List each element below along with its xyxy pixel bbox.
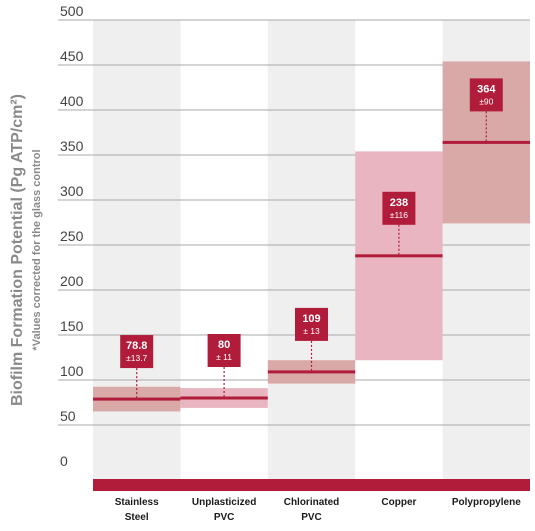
value-label: 78.8	[126, 340, 147, 352]
value-marks: 78.8±13.7 80± 11 109± 13 238±116 364±90	[93, 78, 530, 401]
baseline-bar	[93, 479, 530, 491]
x-category-label-line2: PVC	[214, 512, 235, 523]
y-tick-label: 300	[60, 183, 84, 199]
value-label: 109	[302, 313, 320, 325]
y-tick-label: 150	[60, 318, 84, 334]
value-label: 364	[477, 83, 496, 95]
y-tick-label: 200	[60, 273, 84, 289]
y-tick-label: 350	[60, 138, 84, 154]
x-category-label: Polypropylene	[452, 497, 521, 508]
value-line	[93, 397, 181, 401]
x-category-label-line2: Steel	[125, 512, 149, 523]
value-label-box	[207, 334, 241, 367]
value-label-box	[295, 307, 328, 341]
y-tick-label: 0	[60, 453, 68, 469]
column-bg	[267, 20, 356, 490]
y-axis-note: *Values corrected for the glass control	[31, 149, 43, 350]
value-label: 80	[218, 339, 230, 351]
value-label-box	[120, 335, 154, 369]
gridlines	[58, 19, 530, 426]
x-category-label-line2: PVC	[301, 512, 322, 523]
x-category-label: Chlorinated	[284, 497, 340, 508]
x-category-label: Copper	[381, 497, 416, 508]
y-axis-title: Biofilm Formation Potential (Pg ATP/cm²)	[9, 94, 26, 406]
error-label: ±13.7	[126, 353, 147, 363]
value-line	[180, 396, 268, 400]
value-line	[442, 140, 530, 144]
x-category-label: Stainless	[115, 497, 159, 508]
y-tick-label: 450	[60, 48, 84, 64]
error-label: ± 11	[216, 352, 232, 362]
y-tick-label: 500	[60, 3, 84, 19]
y-tick-label: 100	[60, 363, 84, 379]
error-label: ±90	[479, 96, 493, 106]
value-line	[267, 370, 356, 374]
y-tick-label: 400	[60, 93, 84, 109]
error-label: ± 13	[303, 326, 320, 336]
value-label-box	[469, 78, 503, 112]
value-label-box	[382, 191, 416, 225]
y-tick-label: 50	[60, 408, 76, 424]
value-line	[355, 254, 443, 258]
value-label: 238	[390, 197, 408, 209]
y-axis-ticks: 0 50 100 150 200 250 300 350 400 450 500	[60, 3, 84, 469]
x-axis-labels: Stainless Steel Unplasticized PVC Chlorinate…	[115, 497, 521, 523]
y-tick-label: 250	[60, 228, 84, 244]
column-bg	[93, 20, 181, 490]
x-category-label: Unplasticized	[192, 497, 256, 508]
error-label: ±116	[390, 210, 408, 220]
